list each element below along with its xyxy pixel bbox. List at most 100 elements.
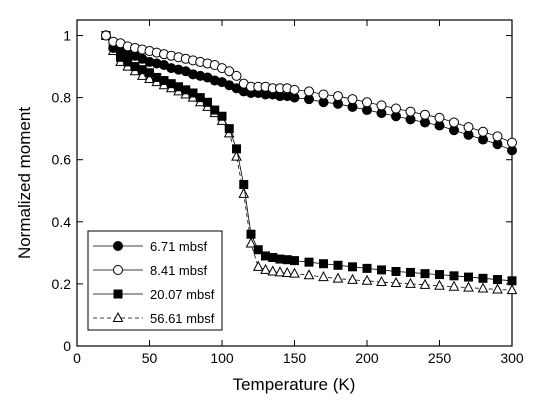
axis-ticks: 0 50 100 150 200 250 300 0 0.2 0.4 0.6 0.8 1 (52, 20, 524, 366)
data-point (348, 262, 357, 272)
x-tick-label: 300 (500, 350, 524, 366)
data-point (203, 97, 212, 107)
data-point (289, 84, 300, 95)
data-point (463, 122, 474, 133)
x-tick-label: 250 (428, 350, 452, 366)
data-point (238, 187, 250, 198)
legend-marker (113, 289, 123, 299)
data-point (174, 82, 183, 92)
data-point (347, 94, 358, 105)
data-point (376, 100, 387, 111)
data-point (434, 279, 445, 290)
data-point (318, 89, 329, 100)
data-point (464, 272, 473, 282)
data-point (145, 68, 154, 78)
data-point (478, 273, 488, 283)
y-tick-label: 0 (63, 338, 71, 354)
data-point (231, 70, 242, 81)
data-point (492, 283, 503, 294)
data-point (303, 269, 315, 280)
data-point (290, 256, 299, 266)
data-point (507, 137, 517, 148)
data-point (420, 269, 430, 279)
data-point (377, 265, 386, 275)
data-point (144, 72, 155, 83)
data-point (261, 251, 270, 261)
data-point (274, 266, 286, 277)
legend-label: 8.41 mbsf (150, 263, 207, 278)
data-point (304, 257, 314, 267)
legend-marker (113, 265, 123, 275)
data-point (406, 267, 415, 277)
data-point (361, 274, 373, 285)
legend-marker (112, 311, 124, 322)
data-point (252, 260, 264, 271)
data-point (362, 263, 372, 273)
legend-marker (113, 241, 123, 251)
data-point (137, 65, 147, 75)
data-point (391, 103, 401, 114)
data-point (116, 52, 125, 62)
x-tick-label: 100 (210, 350, 234, 366)
data-point (478, 126, 488, 137)
y-tick-label: 0.2 (52, 276, 72, 292)
data-point (136, 69, 148, 80)
data-point (347, 273, 358, 284)
data-point (332, 272, 344, 283)
data-point (282, 255, 292, 265)
data-point (449, 271, 459, 281)
data-point (210, 105, 220, 115)
data-point (318, 271, 329, 282)
data-point (319, 259, 328, 269)
data-point (181, 85, 191, 95)
x-tick-label: 50 (142, 350, 158, 366)
legend-box (87, 230, 223, 331)
data-point (267, 265, 279, 276)
x-tick-label: 200 (355, 350, 379, 366)
series-8-41-mbsf (101, 30, 517, 148)
x-tick-label: 150 (283, 350, 307, 366)
data-point (101, 30, 111, 41)
legend: 6.71 mbsf 8.41 mbsf 20.07 mbsf 56.61 mbsf (87, 230, 223, 331)
data-point (448, 280, 460, 291)
data-point (246, 229, 256, 239)
data-point (435, 270, 444, 280)
x-axis-title: Temperature (K) (233, 375, 356, 394)
data-point (159, 76, 169, 86)
x-tick-label: 0 (73, 350, 81, 366)
data-point (333, 260, 343, 270)
data-point (232, 144, 241, 154)
legend-label: 56.61 mbsf (150, 311, 215, 326)
data-point (304, 86, 314, 97)
y-tick-label: 1 (63, 28, 71, 44)
data-point (217, 111, 227, 121)
data-point (362, 97, 372, 108)
data-point (123, 57, 133, 67)
data-point (239, 180, 249, 190)
data-point (253, 245, 263, 255)
data-point (245, 237, 257, 248)
y-tick-label: 0.6 (52, 152, 72, 168)
data-point (507, 276, 517, 286)
data-point (333, 91, 343, 102)
data-point (477, 282, 489, 293)
data-point (405, 106, 416, 117)
data-point (419, 278, 431, 289)
data-point (130, 62, 140, 72)
data-point (376, 275, 387, 287)
y-tick-label: 0.4 (52, 214, 72, 230)
data-point (195, 93, 205, 103)
data-point (166, 79, 176, 89)
legend-label: 6.71 mbsf (150, 239, 207, 254)
data-point (463, 281, 474, 292)
data-point (449, 117, 459, 128)
data-point (420, 109, 430, 120)
data-point (268, 253, 278, 263)
data-point (506, 284, 518, 295)
data-point (390, 276, 402, 287)
data-point (493, 275, 502, 285)
data-point (492, 131, 503, 142)
y-axis-title: Normalized moment (15, 107, 34, 259)
data-point (405, 277, 416, 288)
